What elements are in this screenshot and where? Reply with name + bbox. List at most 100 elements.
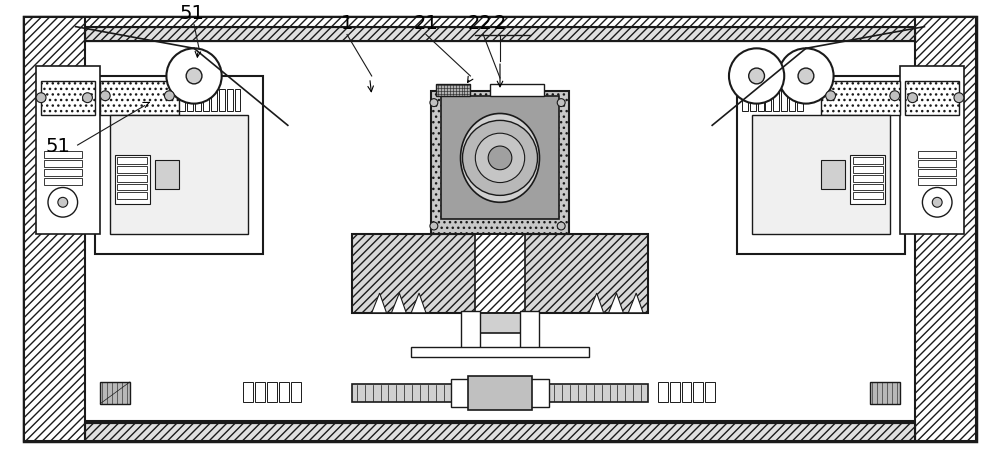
Polygon shape bbox=[609, 294, 623, 313]
Bar bbox=[705, 382, 715, 402]
Circle shape bbox=[908, 93, 917, 103]
Bar bbox=[870, 382, 900, 404]
Bar bbox=[100, 382, 130, 404]
Circle shape bbox=[166, 49, 222, 104]
Polygon shape bbox=[391, 294, 406, 313]
Circle shape bbox=[475, 134, 525, 183]
Bar bbox=[773, 90, 779, 111]
Bar bbox=[475, 313, 525, 333]
Text: 22: 22 bbox=[468, 14, 493, 32]
Text: 2: 2 bbox=[494, 14, 506, 32]
Bar bbox=[85, 28, 915, 42]
Bar bbox=[765, 90, 771, 111]
Bar bbox=[85, 423, 915, 441]
Bar bbox=[752, 116, 890, 235]
Polygon shape bbox=[915, 18, 976, 441]
Bar bbox=[179, 90, 185, 111]
Circle shape bbox=[922, 188, 952, 218]
Bar bbox=[117, 166, 147, 173]
Bar bbox=[44, 178, 82, 185]
Bar bbox=[155, 161, 179, 190]
Bar bbox=[918, 152, 956, 159]
Bar bbox=[789, 90, 795, 111]
Bar bbox=[352, 235, 648, 313]
Bar bbox=[85, 423, 915, 441]
Bar bbox=[853, 175, 883, 182]
Bar bbox=[235, 90, 240, 111]
Polygon shape bbox=[24, 18, 85, 441]
Circle shape bbox=[164, 92, 174, 101]
Bar bbox=[797, 90, 803, 111]
Bar bbox=[117, 175, 147, 182]
Polygon shape bbox=[628, 294, 643, 313]
Bar bbox=[670, 382, 680, 402]
Text: 51: 51 bbox=[45, 136, 70, 155]
Bar bbox=[475, 235, 525, 313]
Bar bbox=[461, 311, 480, 353]
Circle shape bbox=[749, 69, 764, 85]
Circle shape bbox=[58, 198, 68, 208]
Bar bbox=[267, 382, 277, 402]
Bar bbox=[187, 90, 193, 111]
Bar bbox=[693, 382, 703, 402]
Bar bbox=[110, 116, 248, 235]
Bar bbox=[227, 90, 233, 111]
Circle shape bbox=[798, 69, 814, 85]
Bar bbox=[821, 82, 900, 116]
Bar bbox=[451, 379, 480, 407]
Bar bbox=[36, 67, 100, 235]
Circle shape bbox=[83, 93, 92, 103]
Bar bbox=[211, 90, 217, 111]
Circle shape bbox=[557, 222, 565, 230]
Bar bbox=[431, 92, 569, 235]
Bar bbox=[44, 152, 82, 159]
Polygon shape bbox=[411, 294, 426, 313]
Circle shape bbox=[186, 69, 202, 85]
Circle shape bbox=[36, 93, 46, 103]
Bar bbox=[255, 382, 265, 402]
Circle shape bbox=[430, 222, 438, 230]
Circle shape bbox=[932, 198, 942, 208]
Bar bbox=[85, 28, 915, 42]
Bar bbox=[490, 85, 544, 97]
Bar bbox=[441, 97, 559, 220]
Circle shape bbox=[729, 49, 784, 104]
Bar bbox=[905, 82, 959, 116]
Circle shape bbox=[48, 188, 78, 218]
Bar bbox=[431, 92, 569, 235]
Text: 51: 51 bbox=[180, 4, 205, 23]
Bar bbox=[291, 382, 301, 402]
Circle shape bbox=[826, 92, 836, 101]
Circle shape bbox=[462, 121, 538, 196]
Text: 21: 21 bbox=[414, 14, 438, 32]
Bar bbox=[781, 90, 787, 111]
Bar bbox=[682, 382, 691, 402]
Circle shape bbox=[954, 93, 964, 103]
Bar bbox=[900, 67, 964, 235]
Circle shape bbox=[100, 92, 110, 101]
Circle shape bbox=[778, 49, 834, 104]
Bar bbox=[853, 166, 883, 173]
Bar bbox=[117, 157, 147, 165]
Circle shape bbox=[890, 92, 900, 101]
Bar bbox=[821, 161, 845, 190]
Bar bbox=[24, 421, 976, 441]
Bar bbox=[918, 161, 956, 167]
Bar bbox=[853, 193, 883, 200]
Bar bbox=[436, 85, 470, 97]
Bar bbox=[520, 311, 539, 353]
Text: 1: 1 bbox=[341, 14, 353, 32]
Bar bbox=[520, 379, 549, 407]
Bar bbox=[742, 90, 748, 111]
Bar bbox=[853, 157, 883, 165]
Bar bbox=[195, 90, 201, 111]
Bar bbox=[44, 161, 82, 167]
Ellipse shape bbox=[461, 114, 539, 203]
Bar bbox=[352, 235, 648, 313]
Polygon shape bbox=[372, 294, 387, 313]
Circle shape bbox=[488, 147, 512, 170]
Bar bbox=[243, 382, 253, 402]
Bar bbox=[117, 193, 147, 200]
Bar bbox=[850, 156, 885, 205]
Bar bbox=[100, 82, 179, 116]
